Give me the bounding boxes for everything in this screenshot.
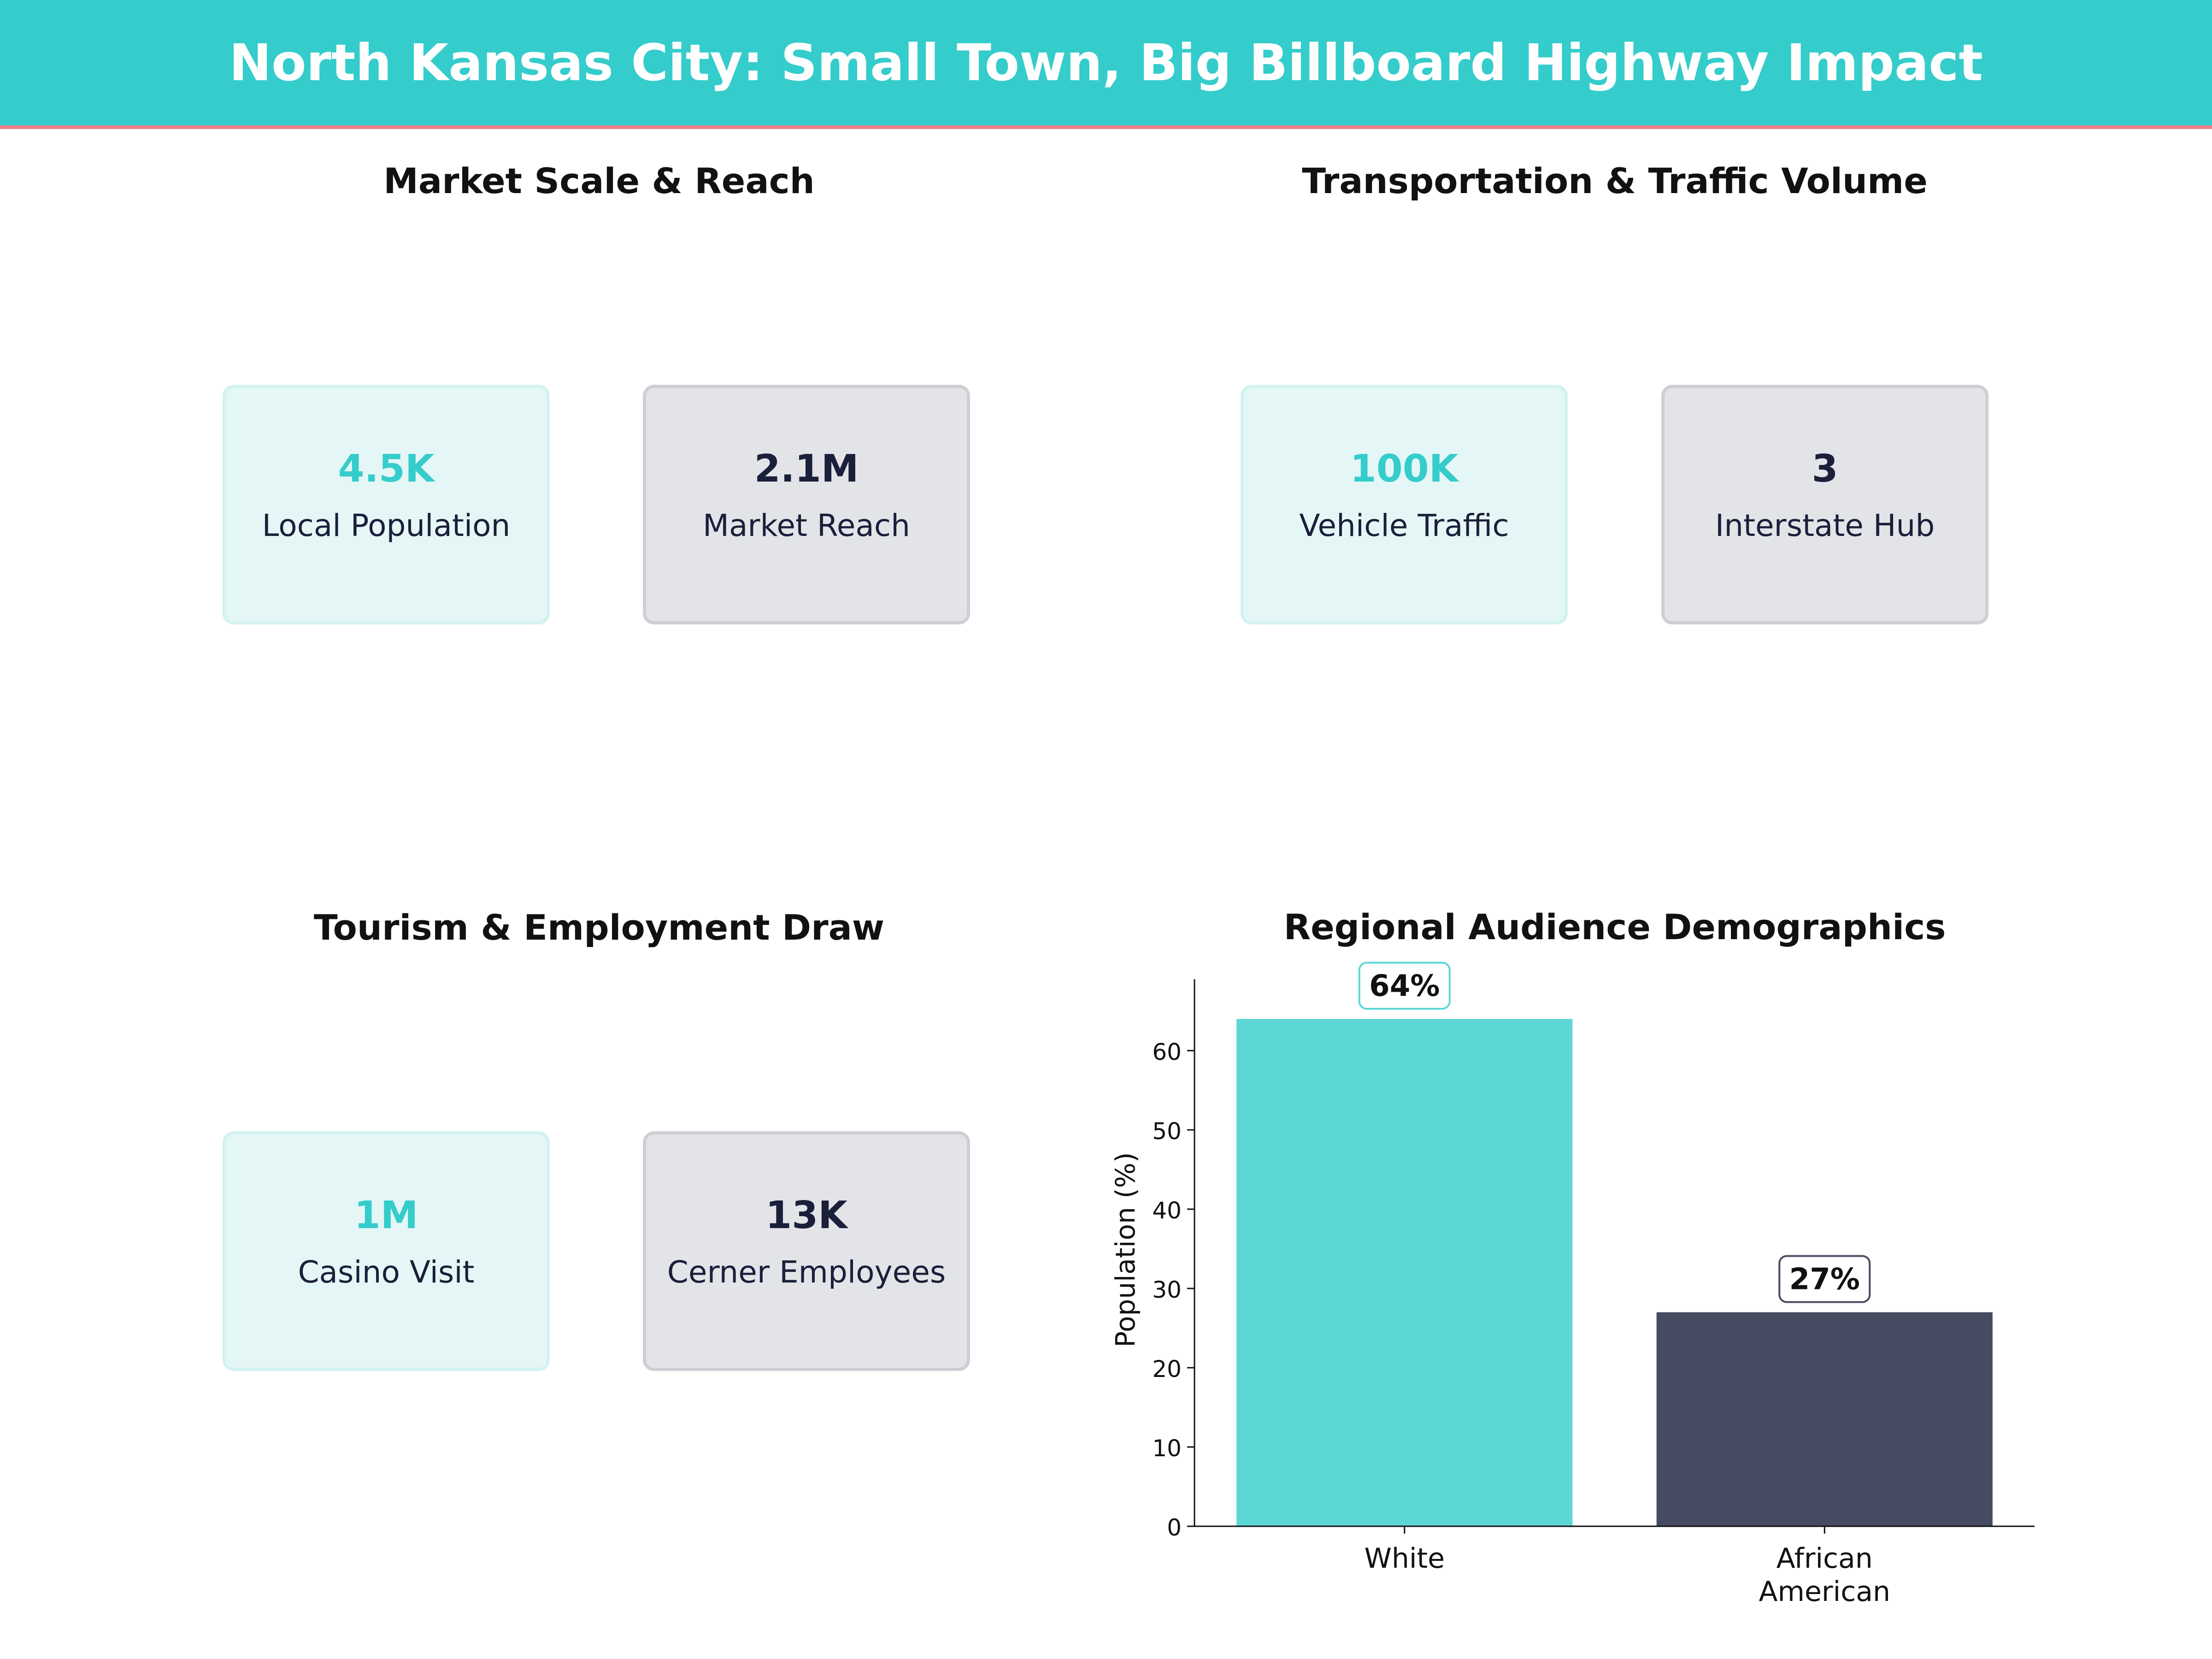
market-panel-title: Market Scale & Reach [383, 160, 815, 201]
stat-card-vehicle-traffic: 100K Vehicle Traffic [1241, 385, 1568, 624]
y-tick-label-2: 20 [1152, 1356, 1182, 1382]
y-tick-label-0: 0 [1167, 1514, 1182, 1541]
stat-label: Interstate Hub [1715, 508, 1935, 543]
header-banner: North Kansas City: Small Town, Big Billb… [0, 0, 2212, 129]
stat-label: Casino Visit [298, 1254, 475, 1290]
stat-card-market-reach: 2.1M Market Reach [643, 385, 970, 624]
data-label-0: 64% [1369, 969, 1440, 1003]
x-tick-label-1-line-0: African [1777, 1542, 1873, 1575]
y-tick-label-4: 40 [1152, 1197, 1182, 1224]
stat-value: 2.1M [754, 447, 859, 491]
transport-panel-title: Transportation & Traffic Volume [1302, 160, 1928, 201]
stat-value: 4.5K [338, 447, 435, 491]
x-tick-label-1-line-1: American [1759, 1576, 1890, 1608]
page-title: North Kansas City: Small Town, Big Billb… [229, 33, 1983, 92]
stat-label: Market Reach [703, 508, 910, 543]
y-tick-label-5: 50 [1152, 1118, 1182, 1145]
bar-0 [1236, 1019, 1573, 1526]
stat-label: Cerner Employees [667, 1254, 946, 1290]
data-label-box-0 [1358, 962, 1451, 1010]
y-tick-label-3: 30 [1152, 1277, 1182, 1303]
stat-value: 13K [765, 1194, 847, 1237]
chart-title: Regional Audience Demographics [1284, 906, 1946, 947]
stat-card-local-population: 4.5K Local Population [223, 385, 550, 624]
stat-card-casino-visit: 1M Casino Visit [223, 1131, 550, 1371]
y-tick-label-6: 60 [1152, 1039, 1182, 1065]
data-label-box-1 [1778, 1255, 1871, 1303]
stat-label: Local Population [262, 508, 511, 543]
stat-value: 3 [1812, 447, 1838, 491]
tourism-panel-title: Tourism & Employment Draw [313, 907, 885, 948]
stat-label: Vehicle Traffic [1299, 508, 1509, 543]
data-label-1: 27% [1789, 1263, 1860, 1297]
x-tick-label-0: White [1365, 1542, 1445, 1575]
stat-card-cerner-employees: 13K Cerner Employees [643, 1131, 970, 1371]
stat-card-interstate-hub: 3 Interstate Hub [1661, 385, 1988, 624]
stat-value: 1M [354, 1194, 418, 1237]
y-axis-label: Population (%) [1110, 1152, 1141, 1347]
y-tick-label-1: 10 [1152, 1435, 1182, 1462]
stat-value: 100K [1350, 447, 1459, 491]
bar-1 [1656, 1312, 1993, 1526]
